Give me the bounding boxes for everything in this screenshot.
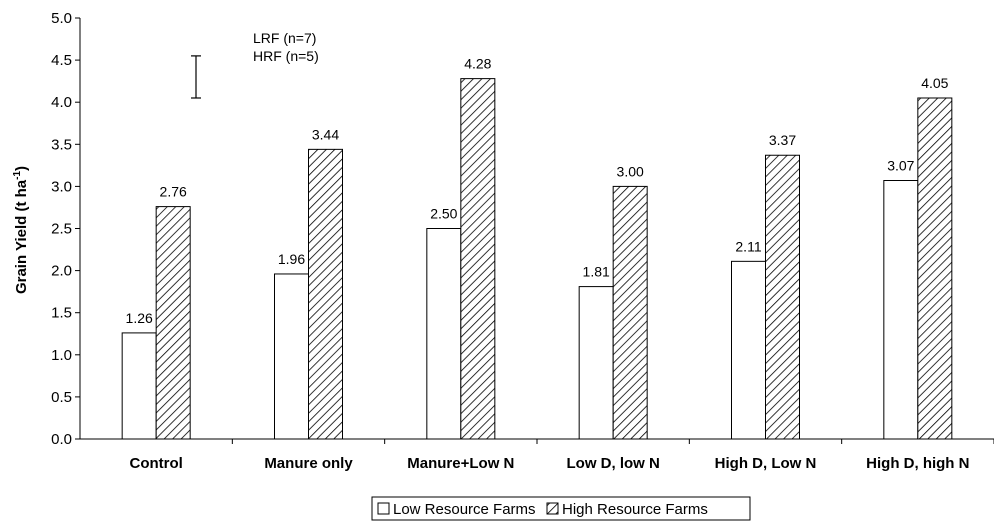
bar-high-resource-5 (917, 97, 953, 440)
bar-low-resource-0 (121, 332, 157, 440)
y-tick-label: 1.5 (51, 305, 72, 322)
y-tick-label: 0.5 (51, 389, 72, 406)
legend-swatch-low (377, 502, 390, 515)
y-tick-label: 1.0 (51, 347, 72, 364)
value-label: 3.00 (617, 163, 644, 179)
value-labels: 1.26 2.76 1.96 3.44 2.50 4.28 1.81 3.00 2.11 3.37… (126, 56, 949, 326)
y-tick-label: 5.0 (51, 10, 72, 27)
y-axis-ticks: 0.0 0.5 1.0 1.5 2.0 2.5 3.0 3.5 4.0 4.5 5.0 (51, 10, 80, 448)
value-label: 2.76 (160, 184, 187, 200)
legend: Low Resource Farms High Resource Farms (371, 496, 751, 521)
value-label: 3.07 (887, 158, 914, 174)
bar-high-resource-4 (765, 154, 800, 440)
y-tick-label: 3.0 (51, 178, 72, 195)
category-label: High D, Low N (715, 455, 817, 472)
y-axis-title: Grain Yield (t ha-1) (12, 166, 30, 294)
legend-swatch-high (546, 502, 559, 515)
bar-low-resource-1 (274, 273, 309, 440)
bar-low-resource-4 (731, 260, 766, 440)
bar-low-resource-2 (426, 228, 462, 440)
value-label: 4.05 (921, 75, 948, 91)
bar-high-resource-0 (155, 206, 191, 440)
value-label: 2.50 (430, 206, 457, 222)
category-label: High D, high N (866, 455, 969, 472)
y-tick-label: 0.0 (51, 431, 72, 448)
y-tick-label: 2.0 (51, 263, 72, 280)
value-label: 2.11 (735, 238, 761, 254)
value-label: 3.37 (769, 132, 796, 148)
category-label: Control (130, 455, 183, 472)
bar-high-resource-3 (612, 185, 648, 440)
legend-frame (371, 496, 751, 521)
bar-low-resource-3 (578, 286, 614, 440)
bar-high-resource-2 (460, 78, 496, 440)
value-label: 1.81 (583, 264, 610, 280)
bar-high-resource-1 (308, 148, 343, 440)
category-label: Manure only (264, 455, 353, 472)
value-label: 1.96 (278, 251, 305, 267)
category-label: Manure+Low N (407, 455, 514, 472)
error-bar (191, 55, 201, 99)
y-tick-label: 3.5 (51, 136, 72, 153)
value-label: 1.26 (126, 310, 153, 326)
y-tick-label: 4.5 (51, 52, 72, 69)
annotation-lrf: LRF (n=7) (253, 30, 316, 46)
category-label: Low D, low N (567, 455, 660, 472)
value-label: 3.44 (312, 126, 339, 142)
legend-label-high: High Resource Farms (562, 501, 708, 518)
annotation-hrf: HRF (n=5) (253, 48, 319, 64)
y-tick-label: 4.0 (51, 94, 72, 111)
bar-low-resource-5 (883, 180, 919, 440)
legend-label-low: Low Resource Farms (393, 501, 536, 518)
bars (121, 78, 953, 440)
y-tick-label: 2.5 (51, 221, 72, 238)
category-labels: Control Manure only Manure+Low N Low D, low… (130, 439, 994, 472)
value-label: 4.28 (464, 56, 491, 72)
